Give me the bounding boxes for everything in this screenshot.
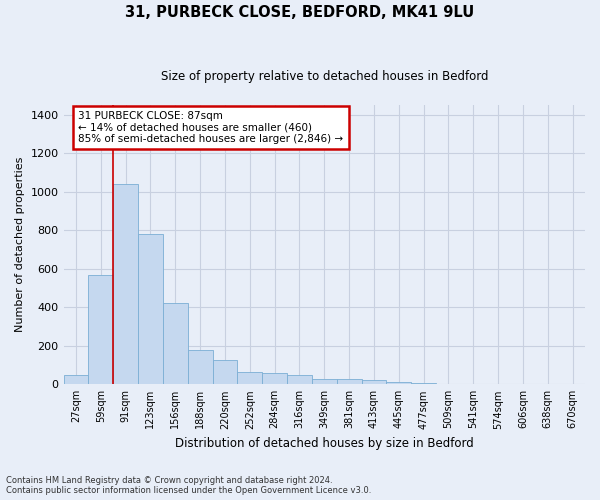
Bar xyxy=(88,274,113,384)
Bar xyxy=(188,350,212,384)
Y-axis label: Number of detached properties: Number of detached properties xyxy=(15,157,25,332)
Bar xyxy=(163,304,188,384)
Bar xyxy=(262,372,287,384)
Bar xyxy=(386,382,411,384)
Bar xyxy=(238,372,262,384)
X-axis label: Distribution of detached houses by size in Bedford: Distribution of detached houses by size … xyxy=(175,437,473,450)
Bar xyxy=(362,380,386,384)
Bar xyxy=(113,184,138,384)
Bar xyxy=(64,374,88,384)
Bar xyxy=(287,374,312,384)
Text: 31, PURBECK CLOSE, BEDFORD, MK41 9LU: 31, PURBECK CLOSE, BEDFORD, MK41 9LU xyxy=(125,5,475,20)
Bar xyxy=(411,383,436,384)
Bar xyxy=(138,234,163,384)
Text: 31 PURBECK CLOSE: 87sqm
← 14% of detached houses are smaller (460)
85% of semi-d: 31 PURBECK CLOSE: 87sqm ← 14% of detache… xyxy=(79,111,344,144)
Bar xyxy=(212,360,238,384)
Bar xyxy=(337,379,362,384)
Title: Size of property relative to detached houses in Bedford: Size of property relative to detached ho… xyxy=(161,70,488,83)
Bar xyxy=(312,378,337,384)
Text: Contains HM Land Registry data © Crown copyright and database right 2024.
Contai: Contains HM Land Registry data © Crown c… xyxy=(6,476,371,495)
